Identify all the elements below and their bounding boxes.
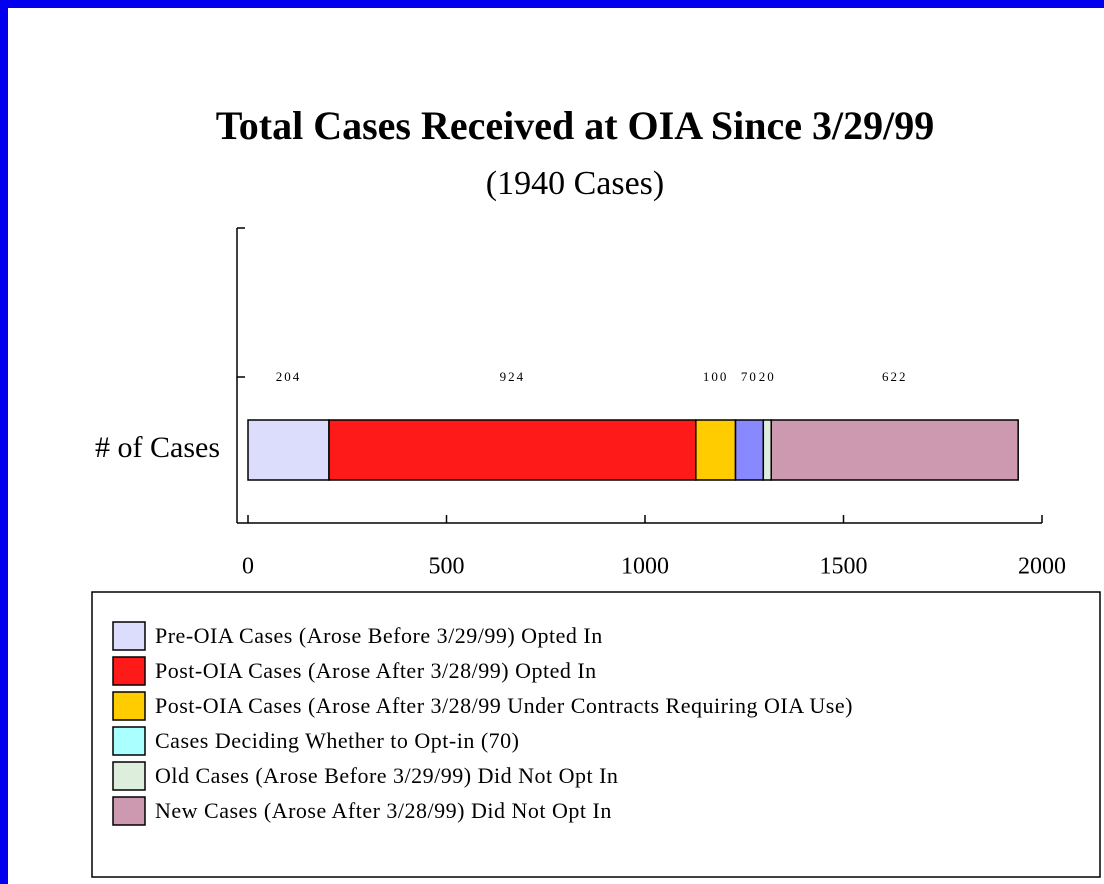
border-left <box>0 0 8 884</box>
legend-swatch <box>112 761 146 791</box>
legend-swatch <box>112 621 146 651</box>
x-tick-label: 2000 <box>1018 554 1066 580</box>
legend-label: Pre-OIA Cases (Arose Before 3/29/99) Opt… <box>155 623 603 648</box>
x-tick-label: 1000 <box>621 554 669 580</box>
chart-title: Total Cases Received at OIA Since 3/29/9… <box>216 103 935 148</box>
legend-swatch <box>112 656 146 686</box>
legend-swatch <box>112 796 146 826</box>
legend-box <box>91 591 1101 878</box>
x-tick-label: 1500 <box>820 554 868 580</box>
legend-label: Old Cases (Arose Before 3/29/99) Did Not… <box>155 763 618 788</box>
bar-segment <box>770 419 1019 481</box>
legend-swatch <box>112 726 146 756</box>
value-label: 622 <box>882 369 908 384</box>
value-label: 70 <box>741 369 758 384</box>
border-top <box>0 0 1104 8</box>
value-label: 924 <box>500 369 526 384</box>
legend-label: Cases Deciding Whether to Opt-in (70) <box>155 728 520 753</box>
value-label: 204 <box>276 369 302 384</box>
y-tick-label: # of Cases <box>95 431 220 464</box>
bar-segment <box>695 419 737 481</box>
legend-label: Post-OIA Cases (Arose After 3/28/99 Unde… <box>155 693 853 718</box>
bar-segment <box>247 419 330 481</box>
legend-label: Post-OIA Cases (Arose After 3/28/99) Opt… <box>155 658 597 683</box>
value-label: 100 <box>703 369 729 384</box>
x-tick-label: 0 <box>242 554 254 580</box>
chart-subtitle: (1940 Cases) <box>486 165 664 202</box>
bar-segment <box>734 419 765 481</box>
legend-label: New Cases (Arose After 3/28/99) Did Not … <box>155 798 612 823</box>
legend-swatch <box>112 691 146 721</box>
x-tick-label: 500 <box>429 554 465 580</box>
bar-segment <box>762 419 772 481</box>
value-label: 20 <box>759 369 776 384</box>
bar-segment <box>328 419 697 481</box>
